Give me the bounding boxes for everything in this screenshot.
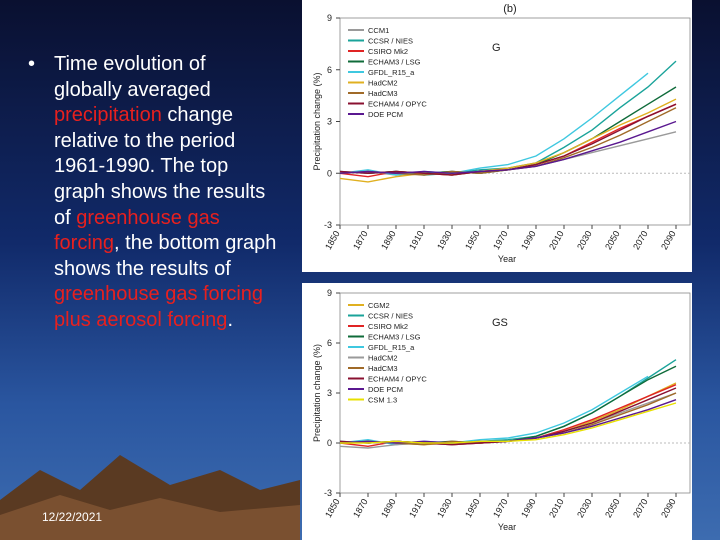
legend-label: CGM2 <box>368 301 390 310</box>
bullet-part: greenhouse gas forcing plus aerosol forc… <box>54 283 264 331</box>
legend-label: ECHAM3 / LSG <box>368 333 421 342</box>
chart-panel <box>302 0 692 272</box>
mountains-front <box>0 495 300 540</box>
legend-label: CSM 1.3 <box>368 396 397 405</box>
legend-label: CCSR / NIES <box>368 312 413 321</box>
legend-label: CSIRO Mk2 <box>368 47 408 56</box>
x-axis-label: Year <box>498 522 516 532</box>
legend-label: GFDL_R15_a <box>368 68 415 77</box>
legend-label: ECHAM3 / LSG <box>368 58 421 67</box>
legend-label: HadCM3 <box>368 89 398 98</box>
chart-title: G <box>492 42 501 54</box>
y-axis-label: Precipitation change (%) <box>312 344 322 442</box>
legend-label: HadCM2 <box>368 79 398 88</box>
y-tick-label: -3 <box>324 220 332 230</box>
legend-label: ECHAM4 / OPYC <box>368 375 427 384</box>
y-tick-label: 9 <box>327 288 332 298</box>
bullet-part: , the bottom graph shows the results of <box>54 232 277 280</box>
y-tick-label: 9 <box>327 13 332 23</box>
legend-label: CCM1 <box>368 26 389 35</box>
legend-label: HadCM2 <box>368 354 398 363</box>
series-line <box>339 375 649 446</box>
legend-label: HadCM3 <box>368 364 398 373</box>
series-line <box>340 402 677 444</box>
bullet-part: Time evolution of globally averaged <box>54 53 211 101</box>
y-tick-label: 3 <box>327 117 332 127</box>
series-line <box>339 98 677 183</box>
legend-label: CCSR / NIES <box>368 37 413 46</box>
y-tick-label: 6 <box>327 338 332 348</box>
x-axis-label: Year <box>498 254 516 264</box>
legend-label: DOE PCM <box>368 110 403 119</box>
legend-label: CSIRO Mk2 <box>368 322 408 331</box>
y-tick-label: 0 <box>327 168 332 178</box>
legend-label: ECHAM4 / OPYC <box>368 100 427 109</box>
series-line <box>339 120 677 175</box>
panel-label: (b) <box>503 3 516 15</box>
date: 12/22/2021 <box>42 510 103 524</box>
y-tick-label: -3 <box>324 488 332 498</box>
bullet-part: . <box>227 308 233 331</box>
bullet-part: greenhouse gas forcing <box>54 206 220 255</box>
bullet-part: precipitation <box>54 104 162 127</box>
y-tick-label: 3 <box>327 388 332 398</box>
y-axis-label: Precipitation change (%) <box>312 72 322 170</box>
legend-label: GFDL_R15_a <box>368 343 415 352</box>
bullet-part: change relative to the period 1961-1990.… <box>54 104 266 229</box>
y-tick-label: 0 <box>327 438 332 448</box>
legend-label: DOE PCM <box>368 385 403 394</box>
chart-title: GS <box>492 317 508 329</box>
bullet-text: Time evolution of globally averaged prec… <box>28 52 278 334</box>
y-tick-label: 6 <box>327 65 332 75</box>
series-line <box>339 72 649 176</box>
